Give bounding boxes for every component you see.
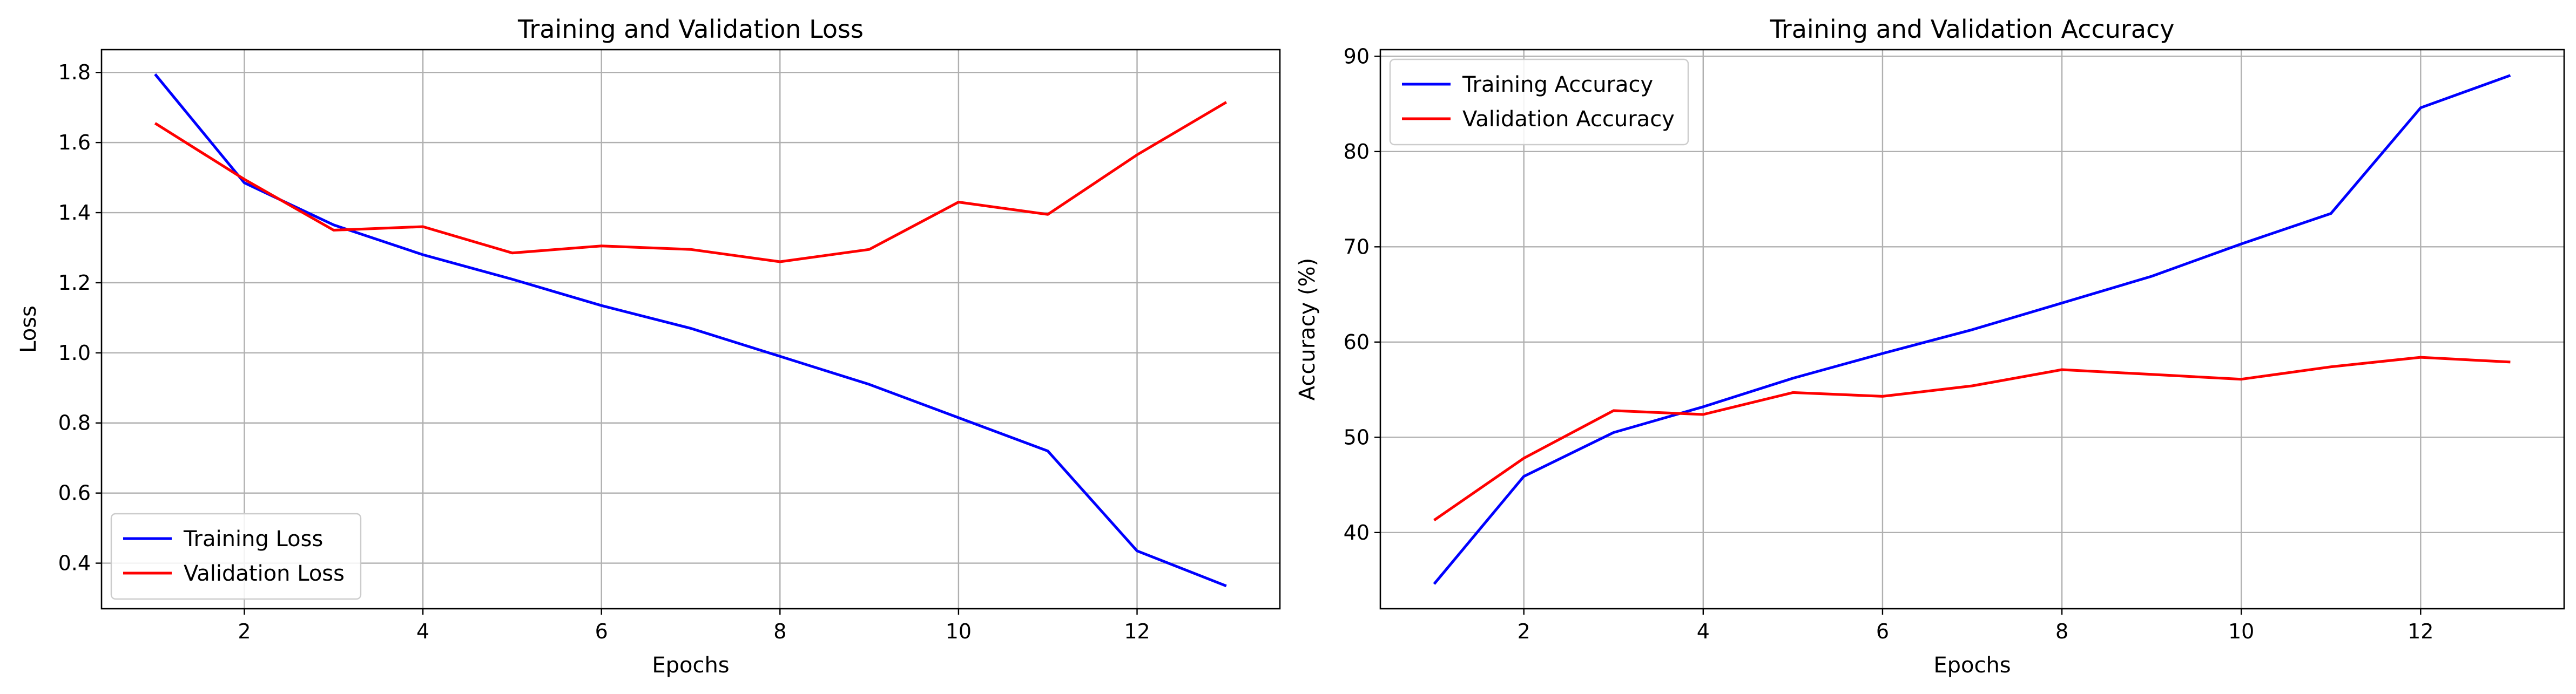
x-tick-label: 4 [416,620,429,643]
legend-label: Training Loss [183,527,323,552]
x-tick-label: 2 [238,620,251,643]
y-tick-label: 1.0 [58,341,91,365]
y-tick-label: 1.2 [58,271,91,295]
y-axis-label: Loss [16,305,41,353]
legend: Training Accuracy Validation Accuracy [1389,58,1689,146]
x-tick-label: 12 [1124,620,1150,643]
x-axis-label: Epochs [1933,653,2011,678]
x-tick-label: 8 [2055,620,2068,643]
y-tick-label: 90 [1344,44,1370,68]
y-tick-label: 1.4 [58,201,91,224]
x-tick-label: 4 [1697,620,1710,643]
y-tick-label: 1.8 [58,60,91,84]
x-tick-label: 8 [773,620,786,643]
series-line-training-accuracy [1433,74,2511,585]
x-tick-label: 6 [1876,620,1889,643]
y-tick-label: 40 [1344,521,1370,545]
series-line-training-loss [154,73,1227,588]
x-tick-label: 2 [1518,620,1530,643]
series-line-validation-accuracy [1433,356,2511,521]
y-tick-label: 70 [1344,235,1370,258]
legend-label: Training Accuracy [1462,72,1653,97]
legend-label: Validation Accuracy [1462,107,1675,132]
series-line-validation-loss [154,101,1228,263]
legend: Training Loss Validation Loss [110,513,362,600]
y-axis-label: Accuracy (%) [1295,258,1320,401]
legend-label: Validation Loss [184,561,345,586]
plot-frame [100,49,1281,610]
y-tick-label: 0.8 [58,411,91,435]
y-tick-label: 60 [1344,330,1370,354]
y-tick-label: 0.4 [58,552,91,575]
plot-frame [1379,49,2565,610]
y-tick-label: 0.6 [58,481,91,505]
x-tick-label: 10 [2228,620,2254,643]
y-tick-label: 1.6 [58,131,91,154]
y-tick-label: 50 [1344,425,1370,449]
accuracy-chart: Training and Validation Accuracy 2 4 6 8 10 12… [1295,15,2565,678]
y-tick-label: 80 [1344,140,1370,164]
chart-title: Training and Validation Loss [517,15,864,44]
x-tick-label: 10 [946,620,972,643]
x-tick-label: 12 [2408,620,2433,643]
legend-box [1389,58,1689,146]
chart-title: Training and Validation Accuracy [1769,15,2174,44]
x-axis-label: Epochs [652,653,729,678]
loss-chart: Training and Validation Loss 2 4 6 8 10 12 0.4 0… [16,15,1281,678]
x-tick-label: 6 [595,620,608,643]
legend-box [110,513,362,600]
